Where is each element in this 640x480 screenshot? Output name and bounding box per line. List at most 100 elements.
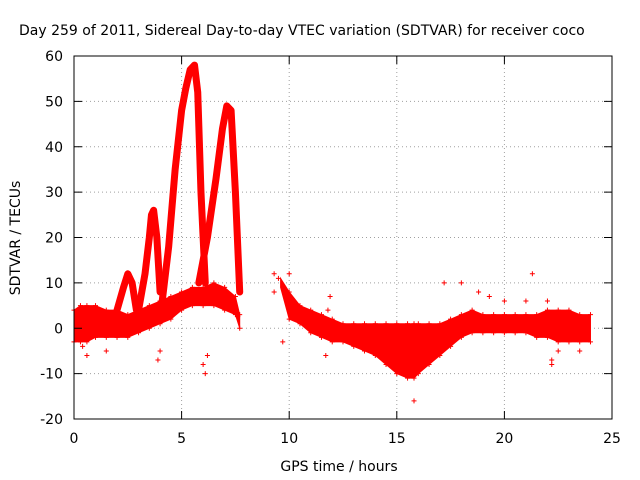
data-point — [297, 303, 303, 309]
data-point — [411, 321, 417, 327]
data-series — [71, 61, 593, 404]
data-point — [237, 325, 243, 331]
x-tick-label: 0 — [70, 431, 79, 447]
data-point — [323, 352, 329, 358]
data-point — [222, 284, 228, 290]
data-point — [280, 339, 286, 345]
data-point — [501, 312, 507, 318]
data-point — [168, 293, 174, 299]
data-point — [286, 271, 292, 277]
data-point — [202, 371, 208, 377]
data-point — [93, 334, 99, 340]
data-point — [129, 280, 135, 286]
data-point — [469, 307, 475, 313]
data-point — [426, 362, 432, 368]
data-point — [458, 280, 464, 286]
data-point — [232, 189, 238, 195]
y-tick-label: 10 — [45, 276, 63, 292]
data-point — [211, 303, 217, 309]
data-point — [327, 293, 333, 299]
data-point — [587, 312, 593, 318]
data-point — [411, 375, 417, 381]
data-point — [200, 284, 206, 290]
data-point — [271, 289, 277, 295]
data-point — [232, 293, 238, 299]
data-point — [192, 62, 198, 68]
y-tick-label: 30 — [45, 185, 63, 201]
data-point — [308, 330, 314, 336]
data-point — [480, 330, 486, 336]
axes — [73, 55, 613, 420]
y-tick-label: 0 — [54, 321, 63, 337]
data-point — [183, 85, 189, 91]
data-point — [204, 352, 210, 358]
data-point — [232, 312, 238, 318]
y-tick-label: 60 — [45, 49, 63, 65]
data-point — [523, 330, 529, 336]
data-point — [469, 330, 475, 336]
data-point — [77, 303, 83, 309]
data-point — [587, 339, 593, 345]
data-point — [198, 189, 204, 195]
data-point — [222, 307, 228, 313]
data-point — [219, 126, 225, 132]
x-tick-label: 20 — [495, 431, 513, 447]
data-point — [125, 271, 131, 277]
y-axis-label: SDTVAR / TECUs — [8, 181, 24, 296]
data-point — [383, 362, 389, 368]
data-point — [195, 89, 201, 95]
data-point — [93, 303, 99, 309]
data-point — [237, 312, 243, 318]
data-point — [146, 235, 152, 240]
data-point — [179, 289, 185, 295]
data-point — [271, 271, 277, 277]
y-tick-label: -10 — [40, 367, 63, 383]
data-point — [136, 330, 142, 336]
data-point — [157, 348, 163, 354]
data-point — [84, 339, 90, 345]
data-point — [441, 280, 447, 286]
data-point — [189, 284, 195, 290]
data-point — [286, 316, 292, 322]
data-point — [340, 339, 346, 345]
data-point — [544, 307, 550, 313]
data-point — [154, 235, 160, 240]
data-point — [146, 303, 152, 309]
data-point — [84, 303, 90, 309]
data-point — [372, 321, 378, 327]
data-point — [318, 312, 324, 318]
data-point — [166, 244, 172, 250]
x-tick-label: 5 — [177, 431, 186, 447]
data-point — [555, 348, 561, 354]
y-tick-label: 50 — [45, 94, 63, 110]
data-point — [125, 334, 131, 340]
x-tick-label: 25 — [603, 431, 621, 447]
data-peak — [158, 61, 209, 305]
data-point — [372, 352, 378, 358]
chart-title: Day 259 of 2011, Sidereal Day-to-day VTE… — [19, 23, 585, 39]
data-point — [103, 334, 109, 340]
data-point — [297, 321, 303, 327]
data-point — [415, 371, 421, 377]
data-point — [200, 303, 206, 309]
data-point — [329, 316, 335, 322]
data-point — [168, 316, 174, 322]
data-point — [415, 321, 421, 327]
data-point — [179, 107, 185, 113]
y-tick-label: 20 — [45, 231, 63, 247]
data-point — [501, 298, 507, 304]
data-point — [77, 339, 83, 345]
data-point — [157, 321, 163, 327]
data-point — [151, 207, 157, 213]
y-tick-label: 40 — [45, 140, 63, 156]
data-point — [329, 339, 335, 345]
data-point — [362, 321, 368, 327]
y-tick-label: -20 — [40, 412, 63, 428]
data-point — [318, 334, 324, 340]
data-point — [114, 334, 120, 340]
data-point — [159, 298, 165, 304]
data-point — [437, 352, 443, 358]
data-point — [523, 312, 529, 318]
data-point — [189, 303, 195, 309]
